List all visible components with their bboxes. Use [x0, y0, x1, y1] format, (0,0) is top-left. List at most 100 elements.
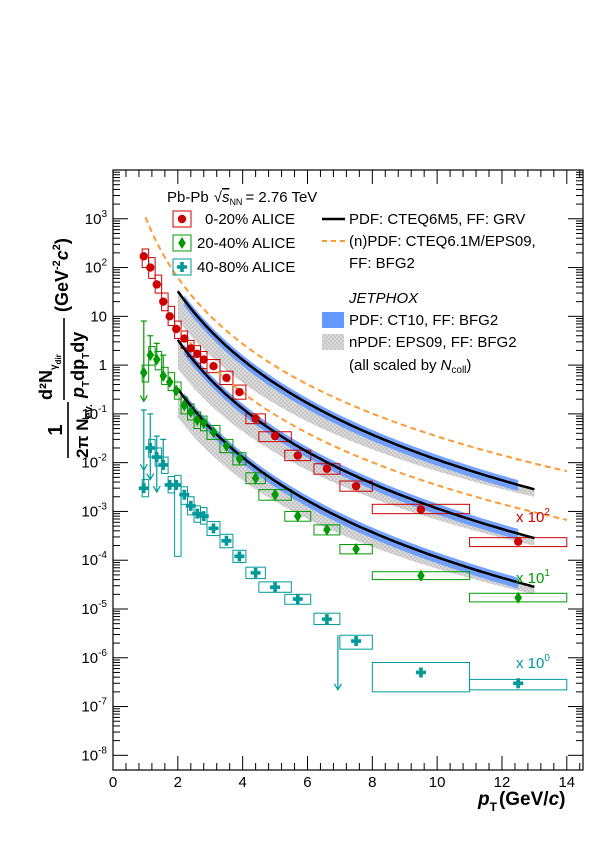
upper-limit-arrow	[139, 463, 148, 472]
data-point	[250, 567, 261, 578]
legend-marker-box	[172, 258, 192, 276]
legend-label-20-40: 20-40% ALICE	[197, 235, 295, 252]
legend-jetphox-title: JETPHOX	[348, 290, 419, 307]
legend-gray-label: nPDF: EPS09, FF: BFG2	[349, 334, 517, 351]
legend-marker-box	[172, 234, 192, 252]
theory-band-pdf	[184, 344, 519, 540]
systematic-box	[284, 449, 312, 462]
data-point	[293, 510, 302, 523]
y-tick-label: 1	[99, 357, 107, 374]
y-label-frac-den: 2π Nev.	[73, 404, 95, 458]
y-tick-label: 10-5	[81, 599, 107, 618]
legend-markers-layer	[172, 210, 192, 276]
x-tick-label: 10	[429, 774, 446, 791]
data-point	[513, 678, 524, 689]
y-axis-label: 1 2π Nev. d²Nγdir pTdpTdy (GeV-2c2)	[36, 238, 95, 458]
data-point	[293, 451, 302, 460]
data-point	[234, 551, 245, 562]
data-point	[235, 387, 244, 397]
upper-limit-arrow	[333, 683, 342, 692]
data-point	[192, 508, 203, 519]
data-point	[185, 500, 196, 511]
theory-curves-layer	[144, 216, 568, 589]
data-point	[513, 537, 523, 546]
y-tick-label: 10	[90, 308, 107, 325]
data-point	[151, 452, 162, 463]
legend-scaled-note: (all scaled by Ncoll)	[349, 357, 471, 376]
systematic-box	[206, 359, 221, 374]
theory-line-eps09	[144, 216, 568, 473]
data-point	[209, 426, 218, 439]
legend-gray-swatch	[322, 334, 344, 350]
data-point	[270, 582, 281, 593]
data-point	[323, 523, 331, 536]
data-point	[209, 361, 218, 371]
data-point	[198, 511, 209, 522]
x-tick-label: 4	[238, 774, 246, 791]
systematic-box	[174, 474, 182, 557]
y-tick-label: 10-6	[81, 648, 107, 667]
theory-line-cteq6m5	[176, 290, 535, 491]
data-point	[208, 523, 219, 534]
theory-band-pdf	[184, 295, 519, 491]
scale-label-x1: x 100	[516, 653, 550, 672]
data-point	[235, 452, 244, 465]
data-point	[152, 353, 161, 366]
data-point	[186, 405, 195, 418]
theory-line-cteq6m5	[176, 339, 535, 540]
theory-band-pdf	[184, 393, 519, 589]
data-point	[322, 464, 332, 473]
data-point	[352, 542, 360, 555]
data-point	[251, 414, 260, 423]
systematic-box	[219, 533, 234, 549]
axis-ticks-layer	[112, 170, 583, 770]
y-label-unit: (GeV-2c2)	[51, 238, 72, 312]
data-point	[416, 505, 426, 514]
scale-label-x10: x 101	[516, 568, 550, 587]
theory-line-cteq6m5	[176, 387, 535, 589]
data-point	[270, 431, 280, 441]
data-points-layer	[138, 252, 524, 692]
labels-layer: pT (GeV/c) 1 2π Nev. d²Nγdir pTdpTdy (GeV…	[36, 189, 575, 814]
data-point	[321, 614, 332, 625]
upper-limit-arrow	[146, 473, 155, 481]
data-point	[221, 535, 232, 546]
systematic-box	[219, 438, 234, 454]
data-point	[415, 667, 426, 678]
data-point	[199, 355, 208, 364]
data-point	[158, 459, 169, 470]
legend-label-40-80: 40-80% ALICE	[197, 259, 295, 276]
data-point	[139, 366, 148, 379]
data-point	[146, 349, 155, 362]
x-tick-label: 14	[558, 774, 575, 791]
data-point	[152, 280, 161, 289]
legend-solid-label: PDF: CTEQ6M5, FF: GRV	[349, 211, 525, 228]
systematic-box	[232, 549, 247, 563]
data-point	[172, 324, 181, 334]
x-axis-label: pT (GeV/c)	[477, 789, 565, 814]
data-point	[165, 376, 174, 389]
data-point	[222, 439, 231, 452]
data-point	[271, 488, 279, 501]
systematic-box	[206, 521, 221, 537]
data-point	[351, 636, 362, 647]
systematic-box	[371, 661, 471, 693]
x-tick-label: 12	[494, 774, 511, 791]
x-tick-label: 6	[303, 774, 311, 791]
data-point	[351, 481, 361, 491]
systematic-box	[339, 480, 373, 492]
legend-blue-swatch	[322, 312, 344, 328]
y-label-numerator: d²Nγdir	[36, 354, 63, 400]
data-point	[146, 263, 155, 272]
data-point	[186, 344, 195, 353]
x-tick-label: 0	[109, 774, 117, 791]
upper-limit-arrow	[139, 395, 148, 403]
upper-limit-arrow	[152, 485, 161, 494]
y-label-frac-num: 1	[45, 424, 67, 435]
data-point	[179, 489, 190, 500]
y-tick-label: 10-3	[81, 501, 107, 520]
data-point	[193, 349, 202, 359]
legend-marker-symbol	[177, 262, 187, 273]
x-tick-label: 2	[174, 774, 182, 791]
